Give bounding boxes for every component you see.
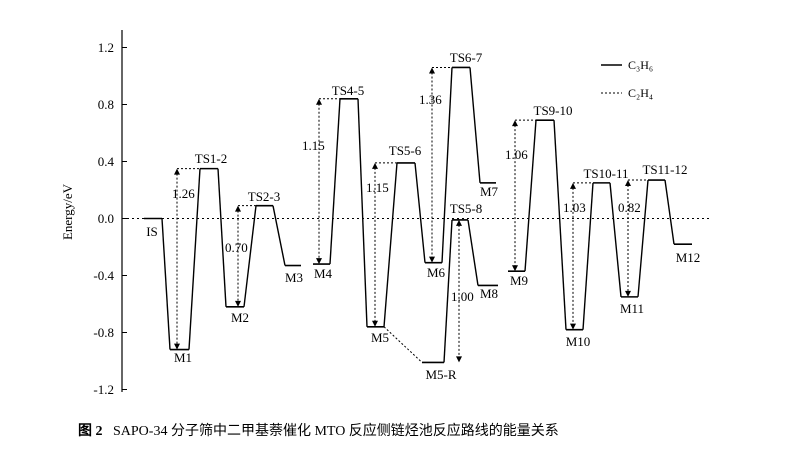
y-axis-label: Energy/eV — [60, 183, 75, 240]
connector-m4-ts4-5 — [329, 98, 341, 265]
legend-c2h4-label: C₂H₄ — [628, 86, 653, 100]
barrier-arrowhead-down-7 — [512, 265, 518, 272]
state-label-m8: M8 — [480, 286, 498, 301]
y-tick-label: 1.2 — [98, 40, 114, 55]
figure-caption-text: SAPO-34 分子筛中二甲基萘催化 MTO 反应侧链烃池反应路线的能量关系 — [113, 424, 559, 439]
barrier-label-5: 1.36 — [419, 92, 442, 107]
y-ticks: -1.2 -0.8 -0.4 0.0 0.4 0.8 1.2 — [93, 40, 127, 397]
connector-m5-ts5-6 — [383, 162, 398, 327]
connector-m2-ts2-3 — [243, 205, 257, 307]
barrier-arrowhead-up-1 — [174, 168, 180, 175]
state-label-m7: M7 — [480, 184, 499, 199]
connector-ts5-6-m6 — [414, 162, 426, 263]
figure-label: 图 2 — [78, 424, 103, 439]
connector-ts11-12-m12 — [664, 179, 675, 245]
y-tick-label: 0.0 — [98, 211, 114, 226]
barrier-arrowhead-down-1 — [174, 343, 180, 350]
state-label-ts4-5: TS4-5 — [332, 83, 365, 98]
barrier-label-2: 0.70 — [225, 240, 248, 255]
connector-ts5-8-m8 — [467, 219, 479, 286]
connector-ts4-5-m5 — [357, 98, 368, 327]
barrier-arrowhead-up-7 — [512, 120, 518, 127]
barrier-label-1: 1.26 — [172, 186, 195, 201]
y-tick-label: 0.8 — [98, 97, 114, 112]
state-labels: IS M1 TS1-2 M2 TS2-3 M3 M4 TS4-5 M5 TS5-6 M6 TS6-7 M… — [146, 50, 700, 382]
connector-m10-ts10-11 — [582, 182, 594, 330]
barrier-arrowhead-up-2 — [235, 205, 241, 212]
state-label-m9: M9 — [510, 273, 528, 288]
state-label-m12: M12 — [676, 250, 701, 265]
y-tick-label: -0.8 — [93, 325, 114, 340]
state-label-m3: M3 — [285, 270, 303, 285]
connector-is-m1 — [161, 218, 171, 350]
connector-ts1-2-m2 — [217, 168, 227, 307]
state-label-is: IS — [146, 224, 158, 239]
energy-levels — [144, 66, 692, 364]
barrier-arrowhead-down-2 — [235, 300, 241, 307]
barrier-arrowhead-up-3 — [316, 98, 322, 105]
state-label-m2: M2 — [231, 310, 249, 325]
state-label-ts9-10: TS9-10 — [534, 103, 573, 118]
legend-c3h6-label: C₃H₆ — [628, 58, 653, 72]
state-label-ts6-7: TS6-7 — [450, 50, 483, 65]
barrier-arrowhead-down-8 — [570, 323, 576, 330]
state-label-m5: M5 — [371, 330, 389, 345]
state-label-ts11-12: TS11-12 — [642, 162, 687, 177]
barrier-arrowhead-down-4 — [372, 320, 378, 327]
barrier-label-9: 0.82 — [618, 200, 641, 215]
figure-caption: 图 2 SAPO-34 分子筛中二甲基萘催化 MTO 反应侧链烃池反应路线的能量… — [78, 420, 778, 440]
barrier-arrowhead-down-6 — [456, 356, 462, 363]
barrier-label-8: 1.03 — [563, 200, 586, 215]
state-label-m11: M11 — [620, 301, 644, 316]
connector-ts9-10-m10 — [553, 120, 567, 330]
connector-m6-ts6-7 — [441, 67, 453, 263]
connector-ts10-11-m11 — [609, 182, 622, 297]
barrier-arrowhead-up-4 — [372, 162, 378, 169]
barrier-label-7: 1.06 — [505, 147, 528, 162]
legend: C₃H₆ C₂H₄ — [601, 58, 653, 100]
state-label-ts5-8: TS5-8 — [450, 201, 483, 216]
connector-ts2-3-m3 — [272, 205, 286, 266]
state-label-ts10-11: TS10-11 — [583, 166, 628, 181]
barrier-arrowhead-up-8 — [570, 182, 576, 189]
connector-m5-r-ts5-8 — [443, 219, 453, 363]
connectors — [161, 67, 675, 363]
connector-m9-ts9-10 — [524, 120, 537, 272]
barrier-arrowhead-up-6 — [456, 219, 462, 226]
state-label-ts1-2: TS1-2 — [195, 151, 228, 166]
barrier-labels: 1.26 0.70 1.15 1.15 1.36 1.00 1.06 1.03 0.82 — [172, 92, 641, 304]
connector-m1-ts1-2 — [188, 168, 201, 350]
state-label-m5-r: M5-R — [425, 367, 456, 382]
barrier-arrowhead-down-5 — [429, 256, 435, 263]
barrier-arrows — [174, 67, 631, 363]
barrier-guides — [177, 66, 648, 221]
state-label-m6: M6 — [427, 265, 446, 280]
barrier-label-3: 1.15 — [302, 138, 325, 153]
y-tick-label: -0.4 — [93, 268, 114, 283]
state-label-ts2-3: TS2-3 — [248, 189, 281, 204]
barrier-label-6: 1.00 — [451, 289, 474, 304]
y-tick-label: 0.4 — [98, 154, 115, 169]
barrier-arrowhead-up-5 — [429, 67, 435, 74]
state-label-m1: M1 — [174, 350, 192, 365]
state-label-m4: M4 — [314, 266, 333, 281]
connector-m11-ts11-12 — [637, 179, 649, 297]
barrier-label-4: 1.15 — [366, 180, 389, 195]
y-tick-label: -1.2 — [93, 382, 114, 397]
barrier-arrowhead-up-9 — [625, 180, 631, 187]
connector-ts6-7-m7 — [469, 67, 481, 183]
barrier-arrowhead-down-9 — [625, 290, 631, 297]
state-label-m10: M10 — [566, 334, 591, 349]
barrier-arrowhead-down-3 — [316, 258, 322, 265]
connector-m5-m5-r-dotted — [383, 326, 423, 363]
state-label-ts5-6: TS5-6 — [389, 143, 422, 158]
